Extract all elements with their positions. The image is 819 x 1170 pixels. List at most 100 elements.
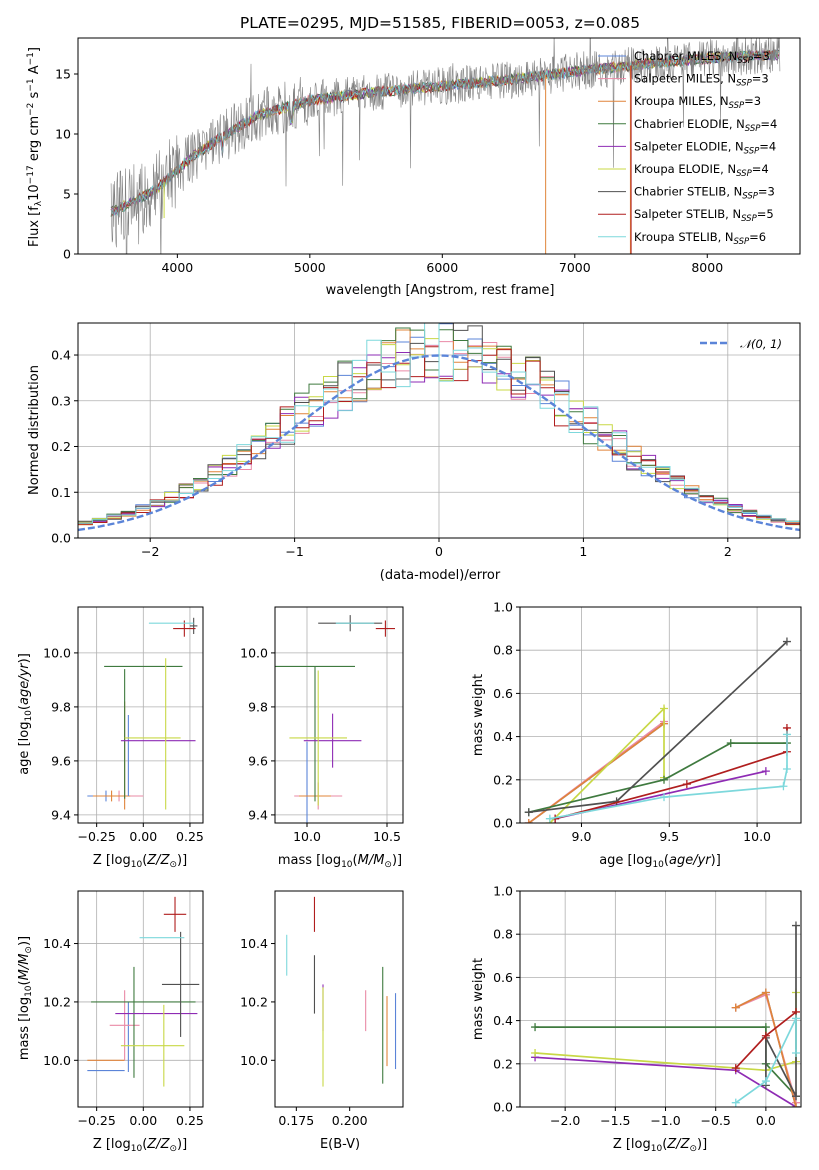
legend-nssp: =4 [759,139,776,153]
x-tick-label: 0.200 [332,1113,368,1128]
weight-vs-age-panel: 9.0 9.5 10.0 0.0 0.2 0.4 0.6 0.8 1.0 age [log10(a… [471,600,802,870]
legend-nssp: =3 [758,185,775,199]
label-part: )] [392,853,402,868]
label-part: ⊙ [689,1144,697,1154]
legend-nssp: =3 [752,72,769,86]
legend-name: Chabrier MILES, N [634,49,737,63]
label-part: Z/Z [146,1137,170,1152]
age_vs_mass-plot-area [275,615,395,823]
weight-marker [761,988,770,997]
weight-marker [791,1103,800,1107]
mass_vs_Z-plot-area [87,896,200,1087]
weight-Z-y-label: mass weight [471,958,486,1040]
y-tick-label: 1.0 [493,600,513,615]
axes-frame [77,322,801,539]
y-tick-label: 0.4 [493,729,513,744]
y-tick-label: 0.3 [51,393,71,408]
y-tick-label: 9.6 [248,753,268,768]
y-tick-label: 10.0 [43,645,71,660]
label-part: age [log [17,722,32,775]
label-part: 10 [27,184,42,201]
label-part: Z [log [613,1137,651,1152]
label-part: )] [177,853,187,868]
x-tick-label: 1 [579,544,587,559]
label-part: mass [log [17,997,32,1060]
y-tick-label: 10.0 [240,645,268,660]
label-part: −17 [26,165,36,184]
label-part: M/M [358,853,385,868]
label-part: ( [664,853,669,868]
weight-marker [660,704,669,713]
label-part: 10 [24,985,34,997]
spectrum-plot-area [110,38,781,254]
legend-entry: Salpeter STELIB, NSSP=5 [634,207,774,224]
x-tick-label: −0.5 [701,1113,731,1128]
legend-sub: SSP [734,237,750,247]
weight-marker [782,730,791,739]
legend-name: Kroupa STELIB, N [634,230,734,244]
legend-name: Kroupa ELODIE, N [634,162,736,176]
label-part: λ [34,200,44,206]
axes-frame [519,890,802,1108]
y-tick-label: 10.2 [43,994,71,1009]
axes-frame [274,606,404,824]
residual-histogram-panel: −2 −1 0 1 2 0.0 0.1 0.2 0.3 0.4 𝒩(0, 1) (data-model… [27,322,801,583]
x-tick-label: 0.00 [129,1113,157,1128]
weight-age-y-label: mass weight [471,674,486,756]
y-tick-label: 10 [55,127,71,142]
y-tick-label: 10.4 [43,936,71,951]
spectrum-panel: 4000 5000 6000 7000 8000 0 5 10 15 wavelength [An… [26,37,801,298]
weight-marker [731,1003,740,1012]
weight-marker [761,1023,770,1032]
x-tick-label: 0.00 [129,829,157,844]
y-tick-label: 0.0 [493,816,513,831]
label-part: mass [log [278,853,341,868]
legend-nssp: =4 [752,162,769,176]
label-part: −2 [26,103,36,116]
weight-Z-x-label: Z [log10(Z/Z⊙)] [613,1137,707,1154]
legend-nssp: =5 [757,207,774,221]
label-part: erg cm [27,116,42,165]
x-tick-label: −0.25 [78,829,116,844]
y-tick-label: 1.0 [493,884,513,899]
label-part: s [27,91,42,102]
legend-entry: Chabrier ELODIE, NSSP=4 [634,117,777,134]
spectrum-x-label: wavelength [Angstrom, rest frame] [326,283,555,298]
label-part: Z/Z [146,853,170,868]
label-part: Z [log [93,853,131,868]
legend-entry: Chabrier STELIB, NSSP=3 [634,185,775,202]
y-tick-label: 0.8 [493,643,513,658]
legend-sub: SSP [729,101,745,111]
y-tick-label: 0.8 [493,927,513,942]
weight-marker [791,1092,800,1101]
x-tick-label: 7000 [559,260,591,275]
y-tick-label: 0.4 [493,1013,513,1028]
label-part: ( [353,853,358,868]
label-part: 10 [652,860,664,870]
spectrum-title: PLATE=0295, MJD=51585, FIBERID=0053, z=0… [240,14,640,32]
label-part: 10 [341,860,353,870]
x-tick-label: 10.5 [373,829,401,844]
age-Z-x-label: Z [log10(Z/Z⊙)] [93,853,187,870]
weight-marker [726,739,735,748]
label-part: ] [27,47,42,52]
legend-nssp: =6 [749,230,766,244]
legend-name: Kroupa MILES, N [634,94,729,108]
legend-entry: Salpeter ELODIE, NSSP=4 [634,139,776,156]
age-Z-y-label: age [log10(age/yr)] [17,653,34,775]
x-tick-label: 0.0 [756,1113,776,1128]
weight_vs_age-plot-area [524,637,791,823]
legend-name: Salpeter MILES, N [634,72,736,86]
y-tick-label: 0.4 [51,348,71,363]
age_vs_Z-grid [78,607,203,823]
axes-frame [77,606,204,824]
label-part: ( [17,980,32,985]
mass-Z-y-label: mass [log10(M/M⊙)] [17,936,34,1060]
label-part: ⊙ [24,946,34,954]
x-tick-label: 8000 [691,260,723,275]
label-part: age [log [599,853,652,868]
weight-marker [761,767,770,776]
x-tick-label: 10.0 [293,829,321,844]
